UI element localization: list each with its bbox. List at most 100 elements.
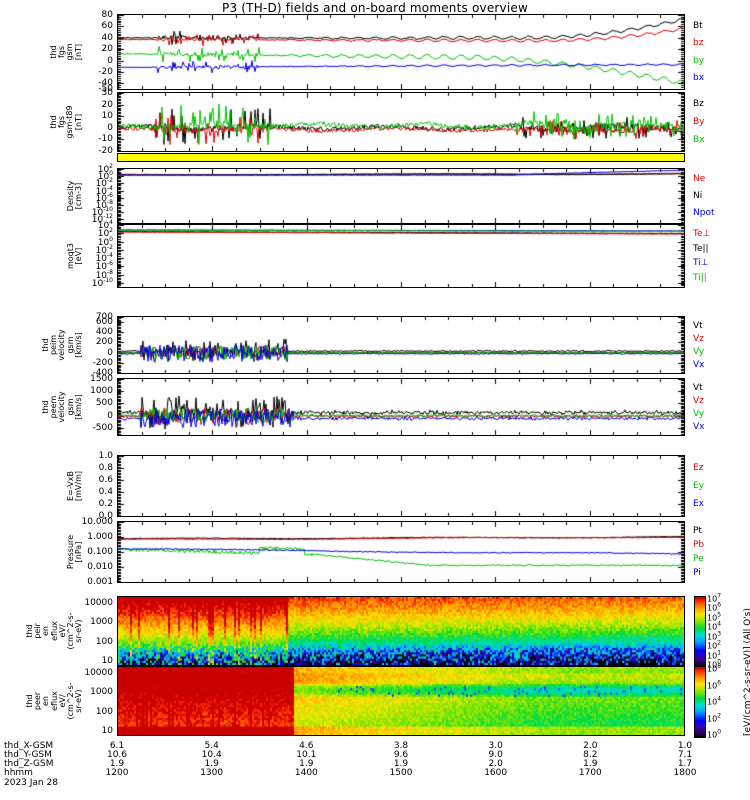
y-tick-label: 0.6	[98, 475, 113, 485]
legend-item-Te: Te||	[693, 243, 709, 254]
plot-area-peer-spectrogram	[118, 667, 684, 735]
panel-peim-velocity	[117, 316, 685, 374]
y-tick-label: 0.2	[98, 499, 113, 509]
y-tick-label: -500	[92, 422, 113, 433]
y-tick-label: 30	[101, 88, 113, 98]
y-tick-label: 10-4	[95, 184, 113, 197]
legend-item-Bt: Bt	[693, 20, 703, 31]
y-tick-label: 1000	[90, 386, 113, 397]
y-tick-label: 10-4	[95, 252, 113, 265]
y-tick-label: 20	[101, 44, 113, 55]
legend-item-Pi: Pi	[693, 568, 701, 578]
colorbar-tick-label: 108	[707, 662, 722, 674]
axis-value: 10.1	[296, 750, 317, 760]
colorbar-tick-label: 106	[707, 679, 722, 690]
colorbar-tick-label: 105	[707, 611, 722, 623]
y-tick-label: 10-2	[95, 243, 113, 256]
y-tick-label: -20	[98, 66, 113, 77]
plot-area-pressure	[118, 522, 684, 582]
y-tick-label: 400	[95, 327, 113, 338]
y-tick-label: 600	[95, 317, 113, 328]
legend-item-Npot: Npot	[693, 207, 715, 218]
y-tick-label: -200	[92, 357, 113, 368]
panel-peem-velocity	[117, 378, 685, 436]
y-tick-label: 10-10	[91, 206, 113, 219]
y-tick-label: 10000	[84, 667, 113, 678]
y-tick-label: 10	[101, 726, 113, 737]
time-tick-label: 1700	[578, 768, 602, 778]
y-tick-label: 100	[97, 170, 113, 183]
time-tick-label: 1400	[294, 768, 318, 778]
axis-value: 9.0	[488, 750, 503, 760]
colorbar-tick-label: 100	[707, 728, 722, 740]
colorbar-tick-label: 103	[707, 630, 722, 642]
y-tick-label: 10	[101, 111, 113, 122]
axis-value: 3.0	[488, 741, 503, 751]
axis-value: 10.4	[201, 750, 222, 760]
axis-row-label-thd_Y-GSM: thd_Y-GSM	[4, 750, 52, 760]
y-tick-label: 1000	[90, 617, 113, 628]
colorbar-axis-label: [eV/(cm^2-s-sr-eV)] (All Q's)	[743, 608, 750, 736]
panel-fgs-gsm	[117, 14, 685, 90]
legend-item-bx: bx	[693, 73, 705, 84]
plot-area-peir-spectrogram	[118, 597, 684, 665]
legend-item-Vz: Vz	[693, 395, 704, 406]
legend-item-Vx: Vx	[693, 421, 705, 432]
panel-moqt3	[117, 224, 685, 288]
axis-value: 9.6	[393, 750, 409, 760]
time-tick-label: 1500	[389, 768, 413, 778]
y-tick-label: 10.000	[81, 517, 114, 527]
legend-item-Ne: Ne	[693, 174, 706, 185]
axis-value: 1.9	[109, 759, 125, 769]
axis-value: 1.9	[393, 759, 409, 769]
colorbar-tick-label: 106	[707, 602, 722, 613]
legend-item-Pe: Pe	[693, 554, 704, 564]
y-tick-label: -40	[98, 78, 113, 89]
axis-value: 3.8	[393, 741, 409, 751]
axis-value: 1.0	[677, 741, 693, 751]
y-tick-label: 60	[101, 21, 113, 32]
y-tick-label: 0.100	[87, 547, 113, 557]
panel-pressure	[117, 521, 685, 583]
y-tick-label: 10	[101, 656, 113, 667]
axis-row-label-thd_Z-GSM: thd_Z-GSM	[4, 759, 54, 769]
axis-value: 1.9	[583, 759, 598, 769]
axis-value: 8.2	[583, 750, 598, 760]
time-tick-label: 1200	[105, 768, 129, 778]
axis-value: 2.0	[488, 759, 503, 769]
legend-item-By: By	[693, 117, 705, 127]
time-tick-label: 1800	[673, 768, 697, 778]
y-tick-label: 500	[95, 398, 113, 409]
y-tick-label: 80	[101, 10, 113, 20]
plot-area-fgs-gsm-t89	[118, 93, 684, 151]
y-tick-label: 10-2	[95, 177, 113, 190]
time-tick-label: 1300	[200, 768, 224, 778]
plot-area-fgs-gsm	[118, 15, 684, 89]
colorbar-tick-label: 107	[707, 592, 722, 604]
axis-row-label-hhmm: hhmm	[4, 768, 33, 778]
axis-value: 5.4	[204, 741, 219, 751]
axis-value: 1.7	[677, 759, 693, 769]
y-tick-label: 100	[95, 706, 113, 717]
colorbar-tick-label: 100	[707, 658, 722, 670]
colorbar-tick-label: 104	[707, 695, 722, 707]
y-tick-label: 10000	[84, 597, 113, 608]
legend-item-Ey: Ey	[693, 481, 705, 491]
colorbar-tick-label: 101	[707, 649, 722, 660]
y-axis-label-line: sr-eV)	[73, 689, 83, 713]
legend-item-Ez: Ez	[693, 463, 704, 473]
y-tick-label: 10-12	[91, 213, 113, 226]
colorbar-peir-spectrogram	[694, 596, 706, 668]
axis-value: 1.9	[299, 759, 314, 769]
axis-value: 2.0	[583, 741, 598, 751]
axis-value: 6.1	[109, 741, 125, 751]
plot-area-peem-velocity	[118, 379, 684, 435]
legend-item-Ti: Ti⊥	[693, 258, 709, 269]
page-title: P3 (TH-D) fields and on-board moments ov…	[222, 1, 528, 15]
plot-area-moqt3	[118, 225, 684, 287]
panel-fgs-gsm-t89	[117, 92, 685, 152]
legend-item-Pb: Pb	[693, 540, 705, 550]
y-tick-label: -50	[98, 84, 113, 94]
y-tick-label: 700	[95, 312, 113, 322]
